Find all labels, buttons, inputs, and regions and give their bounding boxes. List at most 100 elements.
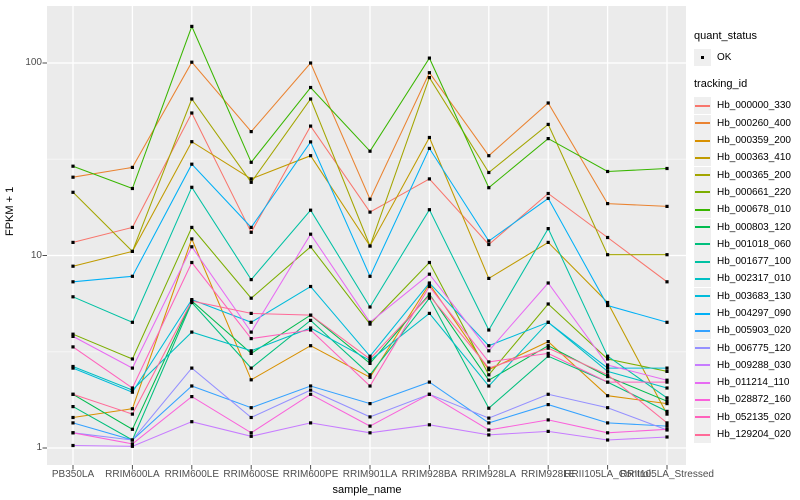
data-point <box>546 320 550 324</box>
data-point <box>427 71 431 75</box>
data-point <box>71 280 75 284</box>
data-point <box>249 349 253 353</box>
data-point <box>487 349 491 353</box>
data-point <box>130 390 134 394</box>
data-point <box>190 366 194 370</box>
data-point <box>130 186 134 191</box>
series-color-swatch <box>694 391 711 409</box>
legend-item-Hb_028872_160: Hb_028872_160 <box>694 391 800 409</box>
data-point <box>190 24 194 28</box>
data-point <box>368 375 372 379</box>
data-point <box>606 363 610 367</box>
data-point <box>309 313 313 317</box>
data-point <box>130 427 134 431</box>
data-point <box>606 235 610 240</box>
data-point <box>487 239 491 243</box>
legend-item-Hb_003683_130: Hb_003683_130 <box>694 287 800 305</box>
data-point <box>249 378 253 382</box>
legend-item-Hb_004297_090: Hb_004297_090 <box>694 305 800 322</box>
legend-item-label: Hb_028872_160 <box>717 394 791 406</box>
data-point <box>606 438 610 442</box>
data-point <box>309 318 313 322</box>
series-line-icon <box>695 416 710 419</box>
data-point <box>71 443 75 448</box>
data-point <box>309 384 313 388</box>
series-line-icon <box>695 381 710 384</box>
data-point <box>309 392 313 396</box>
legend-title-tracking-id: tracking_id <box>694 78 748 91</box>
series-line-icon <box>695 122 710 125</box>
data-point <box>427 76 431 80</box>
data-point <box>606 357 610 361</box>
data-point <box>368 322 372 326</box>
data-point <box>309 154 313 158</box>
data-point <box>606 369 610 373</box>
data-point <box>130 274 134 278</box>
legend-item-Hb_005903_020: Hb_005903_020 <box>694 322 800 340</box>
data-point <box>665 424 669 428</box>
data-point <box>665 412 669 416</box>
data-point <box>130 225 134 229</box>
data-point <box>309 245 313 249</box>
data-point <box>546 227 550 231</box>
data-point <box>309 85 313 90</box>
series-line-icon <box>695 295 710 298</box>
legend-item-label: Hb_052135_020 <box>717 411 791 423</box>
legend-item-label: Hb_000661_220 <box>717 186 791 198</box>
data-point <box>487 344 491 348</box>
data-point <box>665 380 669 384</box>
data-point <box>71 164 75 168</box>
series-line-icon <box>695 312 710 315</box>
legend-item-label: Hb_000260_400 <box>717 117 791 129</box>
data-point <box>546 392 550 396</box>
data-point <box>130 320 134 324</box>
data-point <box>309 284 313 289</box>
point-icon <box>700 55 705 60</box>
data-point <box>309 326 313 330</box>
data-point <box>546 281 550 285</box>
data-point <box>665 427 669 431</box>
x-tick-label: RRIM928BA <box>401 469 458 480</box>
series-line-icon <box>695 139 710 142</box>
data-point <box>249 296 253 300</box>
series-color-swatch <box>694 132 711 150</box>
data-point <box>309 97 313 101</box>
data-point <box>487 328 491 332</box>
series-line-icon <box>695 191 710 194</box>
data-point <box>249 225 253 229</box>
data-point <box>249 180 253 184</box>
data-point <box>71 366 75 370</box>
series-line-icon <box>695 433 710 436</box>
data-point <box>71 345 75 349</box>
data-point <box>71 190 75 194</box>
series-color-swatch <box>694 305 711 322</box>
data-point <box>368 244 372 248</box>
data-point <box>546 302 550 306</box>
data-point <box>71 240 75 244</box>
data-point <box>309 421 313 425</box>
data-point <box>487 433 491 437</box>
series-line-icon <box>695 208 710 211</box>
legend-item-Hb_011214_110: Hb_011214_110 <box>694 374 800 392</box>
legend-item-Hb_000000_330: Hb_000000_330 <box>694 97 800 115</box>
series-color-swatch <box>694 322 711 340</box>
data-point <box>487 373 491 377</box>
data-point <box>487 384 491 388</box>
data-point <box>546 354 550 358</box>
legend-item-label: Hb_000359_200 <box>717 135 791 147</box>
data-point <box>71 405 75 409</box>
data-point <box>249 415 253 420</box>
series-color-swatch <box>694 426 711 444</box>
data-point <box>249 406 253 410</box>
legend-item-label: Hb_000365_200 <box>717 169 791 181</box>
data-point <box>606 375 610 379</box>
data-point <box>249 177 253 181</box>
series-color-swatch <box>694 97 711 115</box>
data-point <box>368 197 372 201</box>
data-point <box>249 434 253 438</box>
legend-item-label: OK <box>717 52 732 64</box>
series-color-swatch <box>694 235 711 253</box>
legend-item-label: Hb_002317_010 <box>717 273 791 285</box>
legend-item-label: Hb_004297_090 <box>717 308 791 319</box>
